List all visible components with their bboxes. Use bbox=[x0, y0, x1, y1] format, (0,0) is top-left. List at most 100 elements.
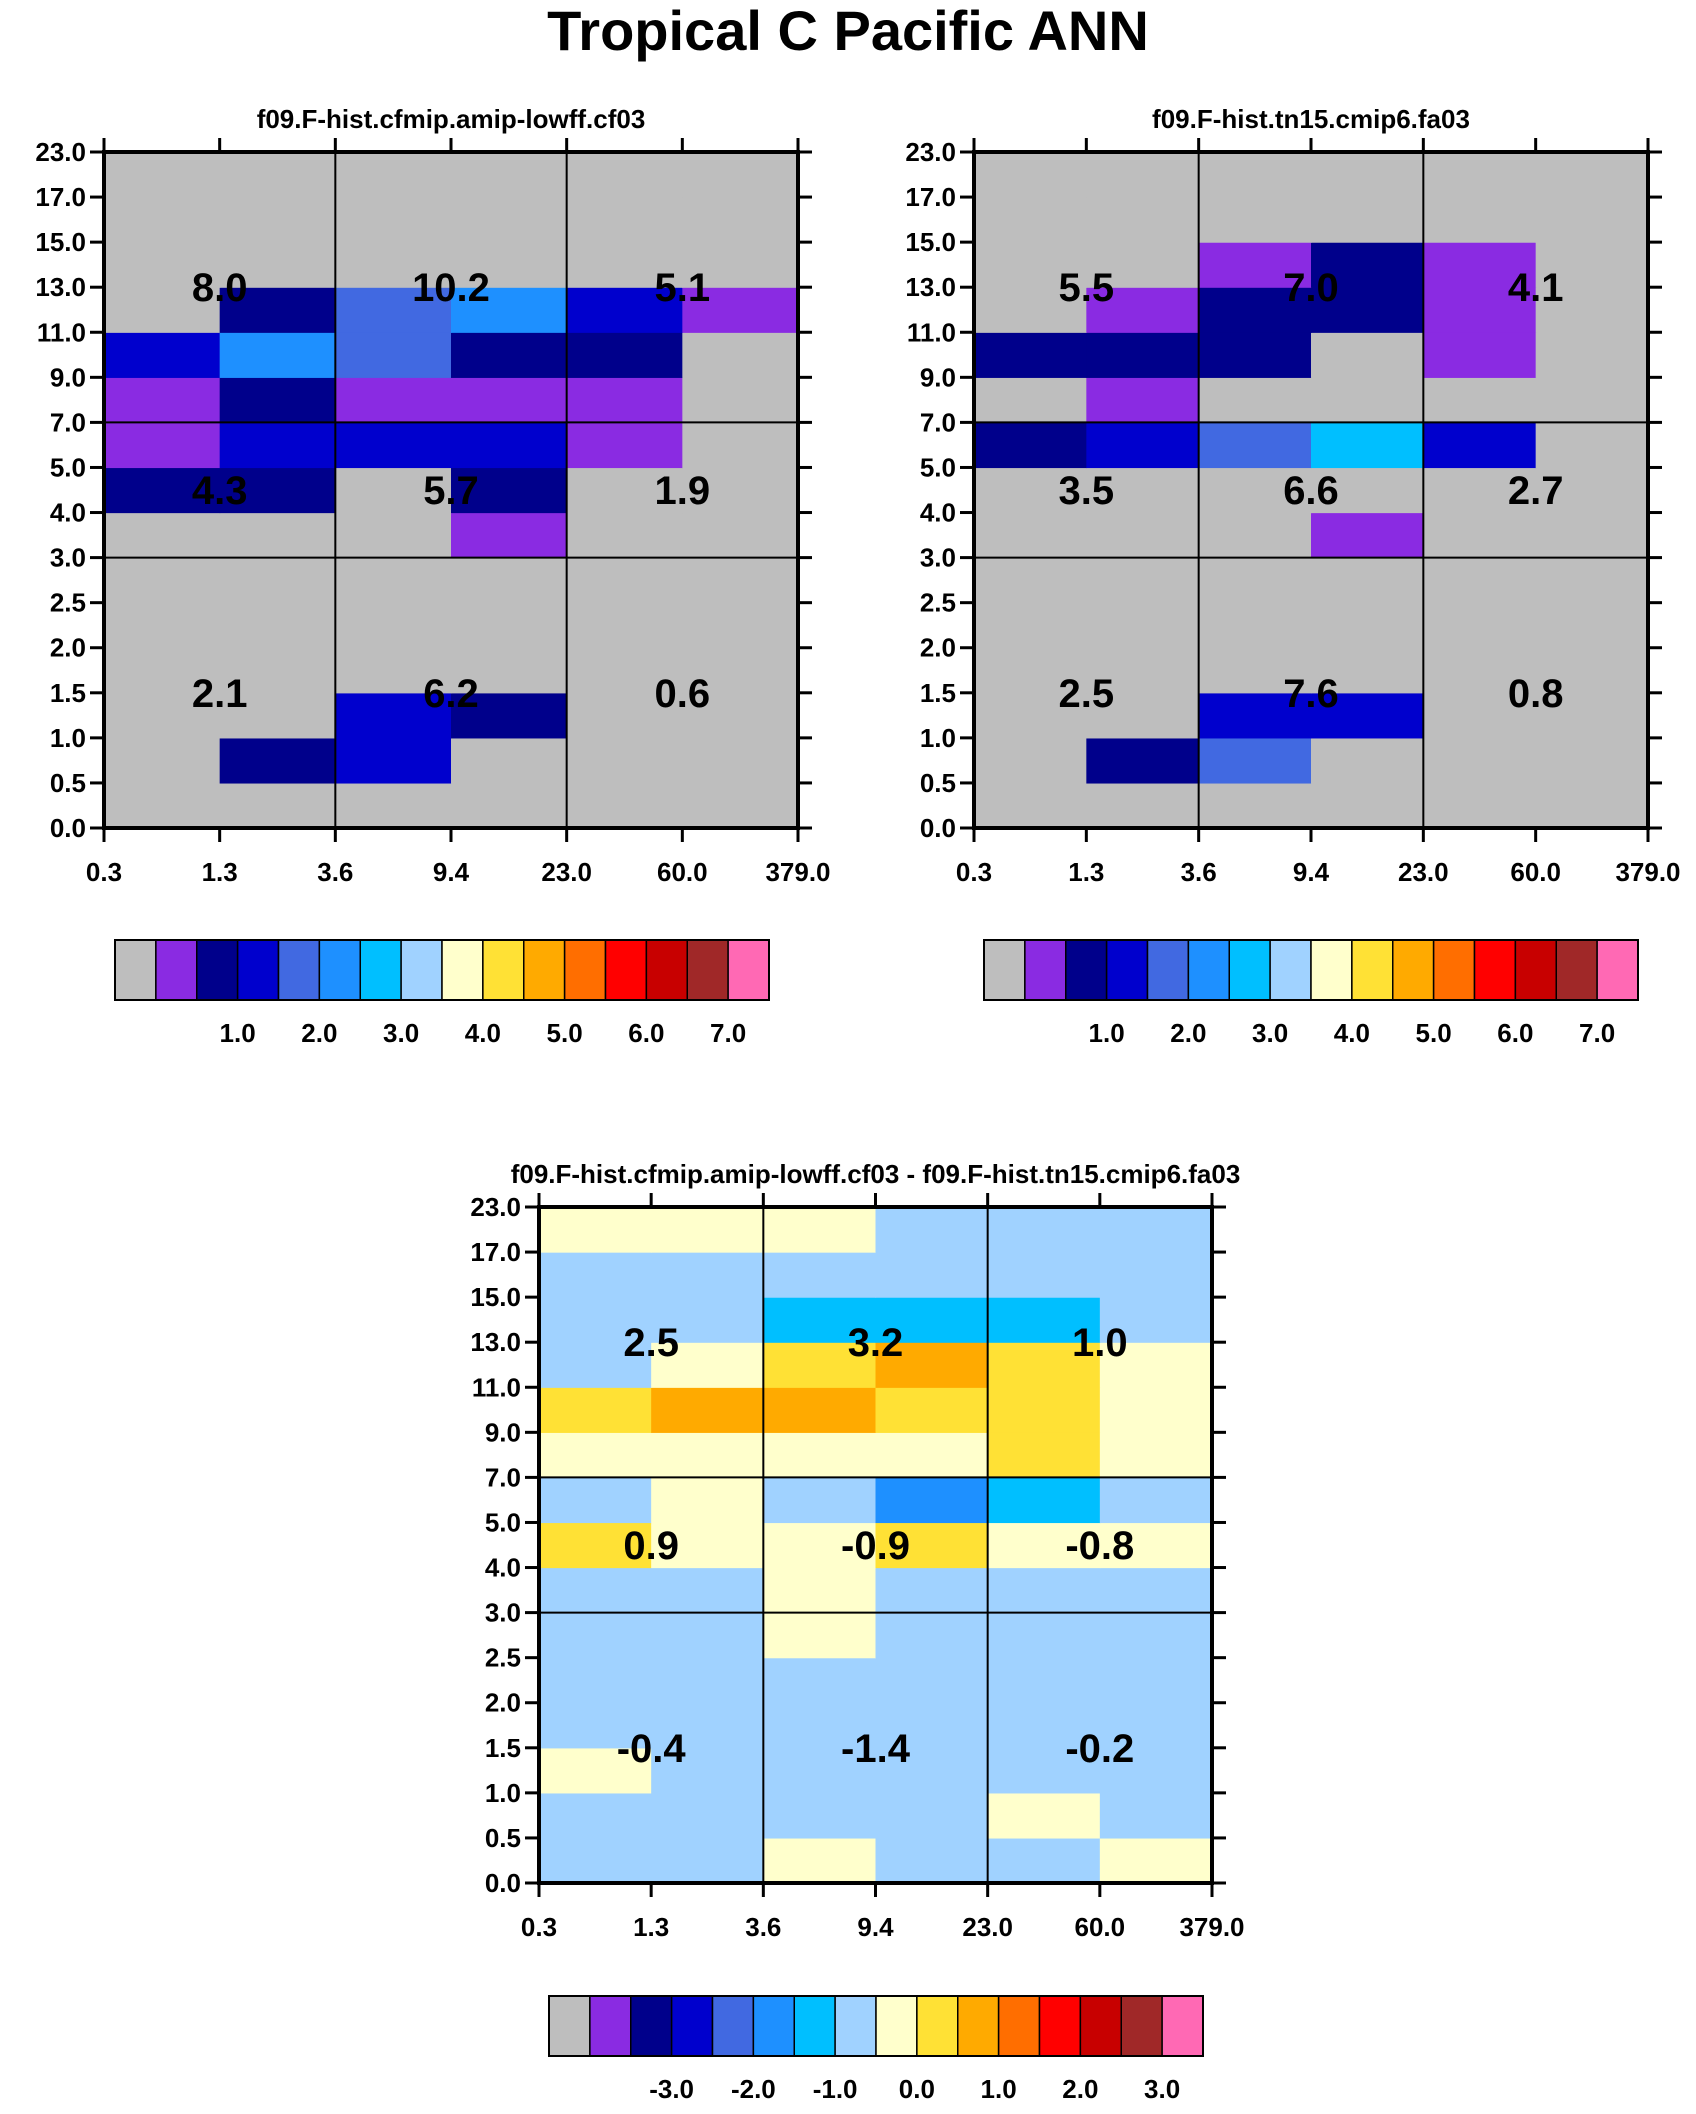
y-tick-label: 2.0 bbox=[920, 633, 956, 663]
heatmap-cell bbox=[682, 377, 799, 423]
heatmap-cell bbox=[987, 1477, 1101, 1524]
colorbar-label: 2.0 bbox=[301, 1018, 337, 1048]
heatmap-cell bbox=[566, 422, 683, 469]
x-tick-label: 3.6 bbox=[317, 857, 353, 887]
y-tick-label: 23.0 bbox=[35, 137, 86, 167]
colorbar-label: 5.0 bbox=[1416, 1018, 1452, 1048]
heatmap-cell bbox=[1099, 1792, 1213, 1839]
heatmap-cell bbox=[566, 332, 683, 378]
colorbar-swatch bbox=[686, 939, 729, 1001]
heatmap-cell bbox=[219, 242, 336, 288]
x-tick-label: 60.0 bbox=[1075, 1912, 1126, 1942]
heatmap-cell bbox=[451, 512, 568, 559]
colorbar-swatch bbox=[236, 939, 280, 1001]
x-tick-label: 0.3 bbox=[521, 1912, 557, 1942]
heatmap-cell bbox=[1311, 602, 1424, 649]
heatmap-cell bbox=[987, 1747, 1101, 1794]
heatmap-cell bbox=[1535, 332, 1649, 378]
heatmap-cell bbox=[451, 377, 568, 423]
heatmap-cell bbox=[219, 647, 336, 694]
heatmap-cell bbox=[974, 782, 1087, 829]
heatmap-cell bbox=[335, 692, 452, 739]
heatmap-cell bbox=[1086, 242, 1200, 288]
heatmap-cell bbox=[974, 197, 1087, 243]
colorbar-swatch bbox=[482, 939, 525, 1001]
colorbar-label: 7.0 bbox=[1579, 1018, 1615, 1048]
heatmap-cell bbox=[1198, 197, 1312, 243]
heatmap-cell bbox=[539, 1702, 652, 1749]
heatmap-cell bbox=[682, 422, 799, 469]
panel-2: 0.0 0.5 1.0 1.5 2.0 2.5 3.0 4.0 5.0 7.0 9.0 11.0 13.… bbox=[905, 104, 1680, 1048]
heatmap-cell bbox=[219, 422, 336, 469]
colorbar: -3.0 -2.0 -1.0 0.0 1.0 2.0 3.0 bbox=[548, 1995, 1204, 2104]
colorbar-swatch bbox=[359, 939, 402, 1001]
x-tick-label: 379.0 bbox=[1179, 1912, 1244, 1942]
block-value-label: 5.5 bbox=[1059, 266, 1115, 310]
heatmap-cell bbox=[335, 197, 452, 243]
colorbar-label: 3.0 bbox=[1252, 1018, 1288, 1048]
heatmap-cell bbox=[974, 647, 1087, 694]
x-tick-label: 1.3 bbox=[1068, 857, 1104, 887]
heatmap-cell bbox=[219, 152, 336, 198]
colorbar-label: 1.0 bbox=[1089, 1018, 1125, 1048]
heatmap-cell bbox=[1086, 737, 1200, 784]
y-tick-label: 11.0 bbox=[907, 317, 956, 347]
y-tick-label: 17.0 bbox=[35, 182, 86, 212]
colorbar-swatch bbox=[1146, 939, 1190, 1001]
heatmap-cell bbox=[104, 197, 221, 243]
heatmap-cell bbox=[763, 1252, 877, 1298]
heatmap-cell bbox=[1086, 377, 1200, 423]
heatmap-cell bbox=[875, 1387, 989, 1433]
heatmap-cell bbox=[1311, 287, 1424, 333]
y-tick-label: 3.0 bbox=[50, 543, 86, 573]
heatmap-cell bbox=[763, 1567, 877, 1614]
heatmap-cell bbox=[682, 602, 799, 649]
block-value-label: -0.2 bbox=[1065, 1727, 1134, 1771]
heatmap-cell bbox=[451, 332, 568, 378]
block-value-label: 3.5 bbox=[1059, 469, 1115, 513]
heatmap-cell bbox=[987, 1387, 1101, 1433]
colorbar-swatch bbox=[523, 939, 566, 1001]
heatmap-cell bbox=[539, 1477, 652, 1524]
heatmap-cell bbox=[104, 692, 221, 739]
heatmap-cell bbox=[987, 1342, 1101, 1388]
heatmap-cell bbox=[335, 422, 452, 469]
x-tick-label: 3.6 bbox=[745, 1912, 781, 1942]
heatmap-cell bbox=[987, 1567, 1101, 1614]
heatmap-cell bbox=[219, 287, 336, 333]
heatmap-cell bbox=[651, 1432, 764, 1478]
heatmap-cell bbox=[875, 1297, 989, 1343]
block-value-label: 8.0 bbox=[192, 266, 248, 310]
y-tick-label: 7.0 bbox=[920, 407, 956, 437]
heatmap-cell bbox=[1099, 1837, 1213, 1884]
colorbar-swatch bbox=[1432, 939, 1476, 1001]
heatmap-cell bbox=[682, 287, 799, 333]
heatmap-cell bbox=[104, 782, 221, 829]
heatmap-cell bbox=[651, 1522, 764, 1569]
heatmap-cell bbox=[539, 1432, 652, 1478]
heatmap-cell bbox=[1423, 287, 1537, 333]
heatmap-cell bbox=[1311, 512, 1424, 559]
heatmap-cell bbox=[682, 512, 799, 559]
heatmap-cell bbox=[566, 197, 683, 243]
colorbar-label: 3.0 bbox=[1144, 2074, 1180, 2104]
heatmap-cell bbox=[1423, 467, 1537, 514]
colorbar-swatch bbox=[114, 939, 157, 1001]
heatmap-cell bbox=[335, 737, 452, 784]
heatmap-cell bbox=[763, 1297, 877, 1343]
heatmap-cell bbox=[682, 332, 799, 378]
x-tick-label: 1.3 bbox=[202, 857, 238, 887]
colorbar-label: -1.0 bbox=[813, 2074, 858, 2104]
heatmap-cell bbox=[875, 1837, 989, 1884]
heatmap-cell bbox=[1535, 197, 1649, 243]
heatmap-cell bbox=[875, 1657, 989, 1704]
heatmap-cell bbox=[763, 1747, 877, 1794]
heatmap-cell bbox=[1099, 1297, 1213, 1343]
y-tick-label: 2.5 bbox=[920, 588, 956, 618]
heatmap-cell bbox=[1311, 692, 1424, 739]
colorbar-label: 6.0 bbox=[1497, 1018, 1533, 1048]
block-value-label: 10.2 bbox=[412, 266, 490, 310]
heatmap-cell bbox=[682, 782, 799, 829]
heatmap-cell bbox=[539, 1792, 652, 1839]
heatmap-cell bbox=[1198, 602, 1312, 649]
